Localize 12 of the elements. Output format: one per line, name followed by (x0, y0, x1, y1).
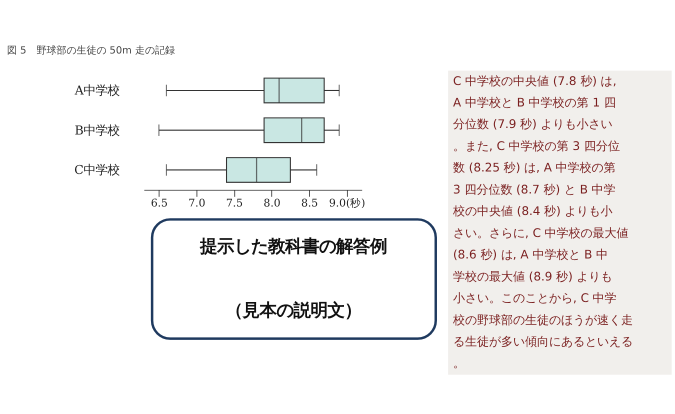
y-tick-label: C中学校 (74, 163, 120, 178)
chart-title: 図 5 野球部の生徒の 50m 走の記録 (7, 44, 175, 56)
x-tick-label: 6.5 (150, 196, 168, 210)
text: 提示した教科書の解答例（見本の説明文） (200, 237, 388, 321)
y-tick-label: A中学校 (74, 84, 120, 98)
x-tick-label: 9.0(秒) (328, 196, 366, 210)
y-tick-label: B中学校 (74, 123, 120, 138)
x-tick-label: 7.0 (188, 196, 206, 210)
x-tick-label: 7.5 (226, 196, 243, 210)
x-tick-label: 8.0 (264, 196, 281, 210)
x-tick-label: 8.5 (301, 196, 318, 210)
text: C 中学校の中央値 (7.8 秒) は, A 中学校と B 中学校の第 1 四分位数 (7.9 秒) よりも小さい。また, C 中学校の第 3 四分位数 (8.25 秒) は, A 中学校の第 3 四分位数 (8.7 秒) と B 中学校の中央値 (8.4 秒) よりも小さい。さらに, C 中学校の最大値 (8.6 秒) は, A 中学校と B 中学校の最大値 (8.9 秒) よりも小さい。このことから, C 中学校の野球部の生徒のほうが速く走る生徒が多い傾向にあるといえる。 (453, 74, 634, 370)
